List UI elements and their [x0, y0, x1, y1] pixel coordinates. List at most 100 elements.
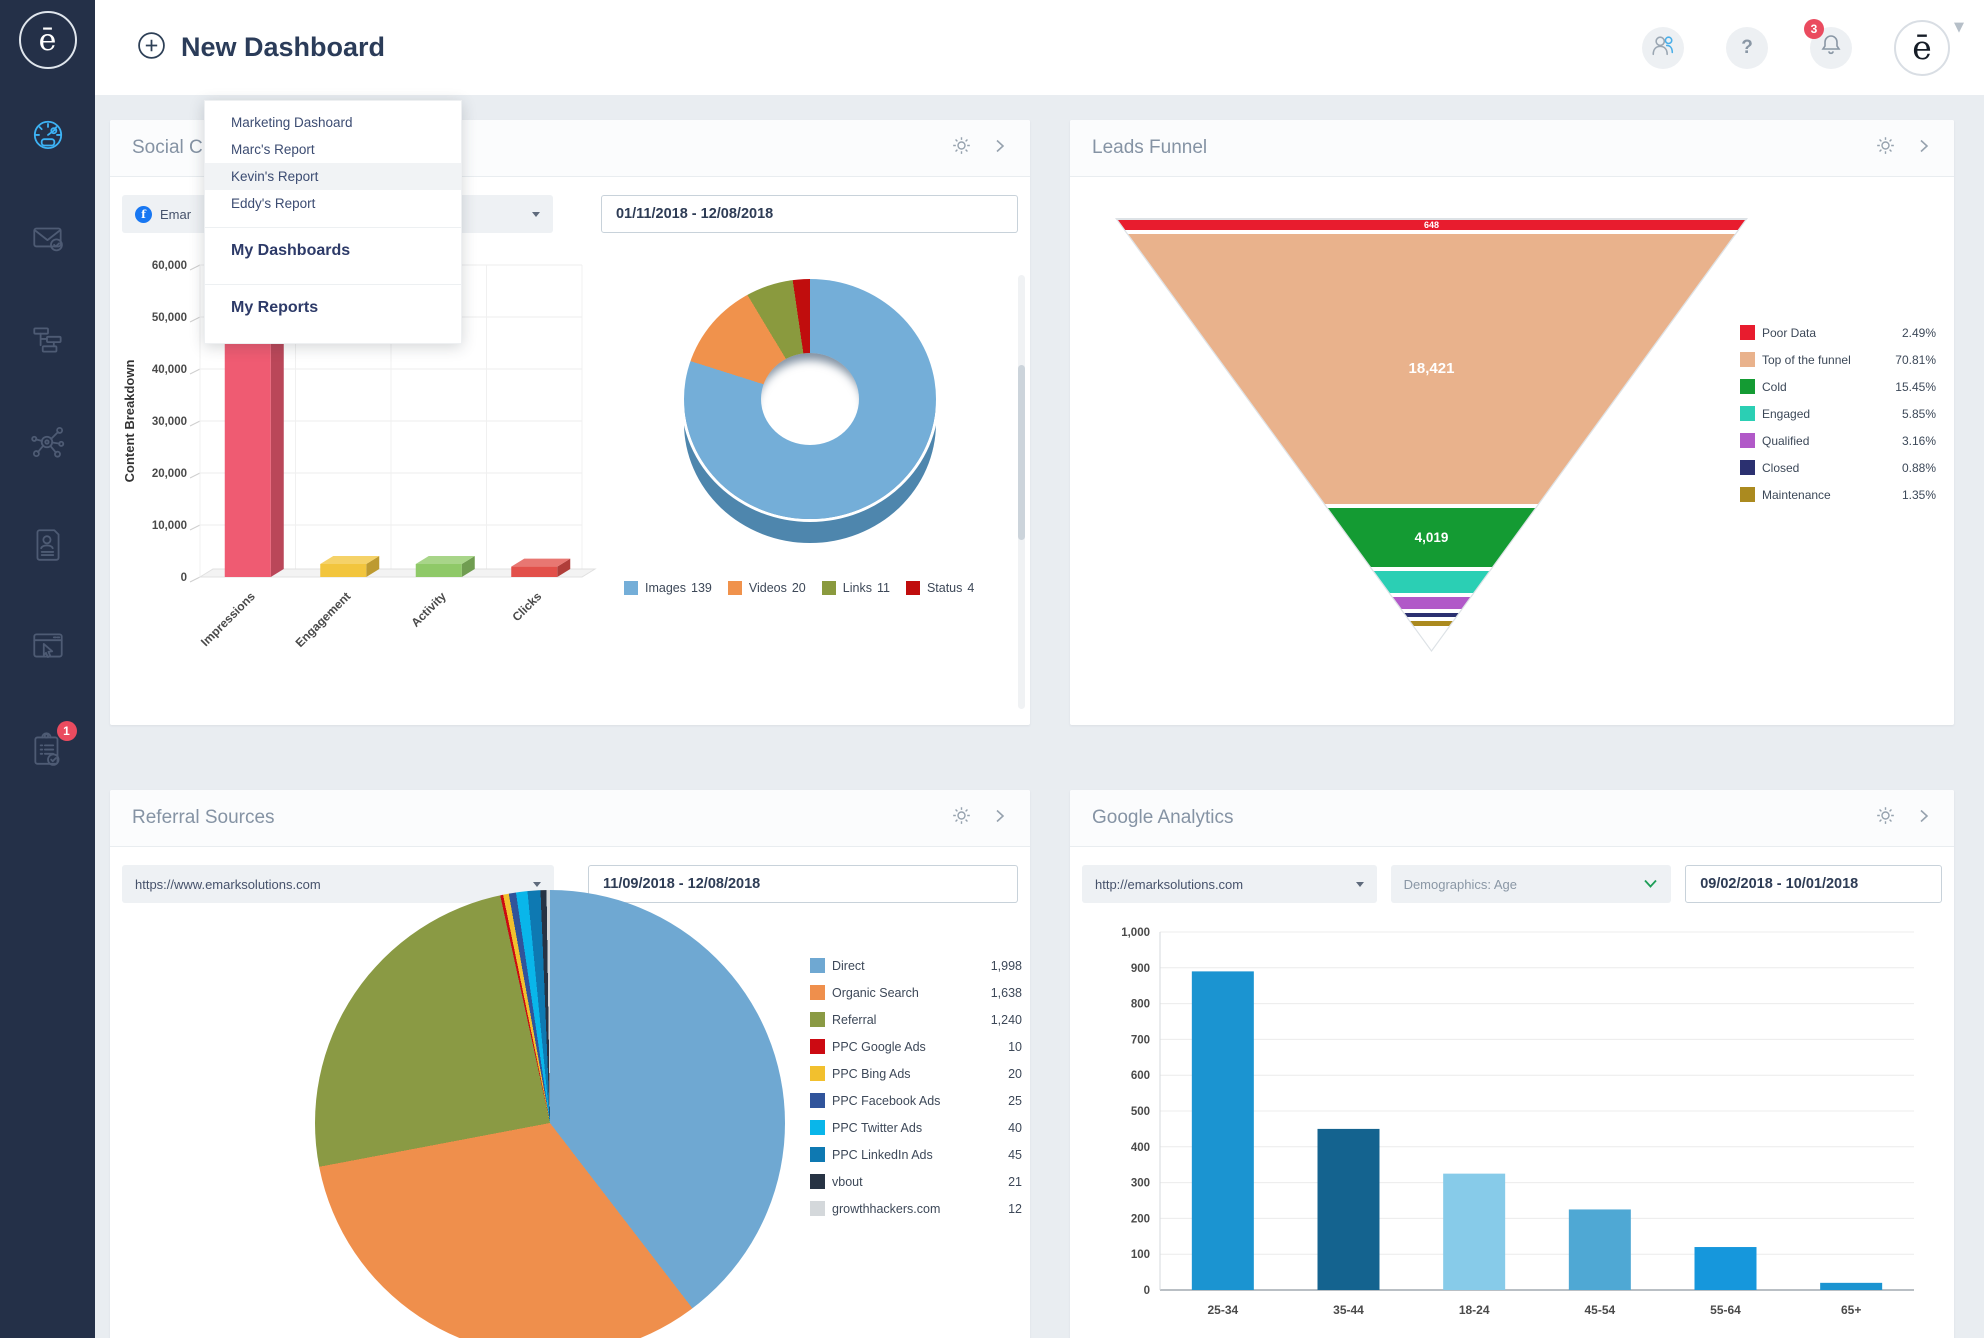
expand-icon[interactable] — [992, 138, 1008, 159]
svg-text:200: 200 — [1131, 1213, 1150, 1225]
legend-label: PPC Google Ads — [832, 1039, 926, 1054]
svg-text:900: 900 — [1131, 963, 1150, 975]
social-date-range[interactable]: 01/11/2018 - 12/08/2018 — [600, 195, 1018, 233]
sidebar-item-pages[interactable] — [27, 627, 69, 669]
legend-percent: 2.49% — [1901, 325, 1936, 340]
ga-date-range[interactable]: 09/02/2018 - 10/01/2018 — [1685, 865, 1942, 903]
panel-leads-funnel: Leads Funnel 648 18,421 4,019 Poor Data 2.… — [1070, 120, 1954, 725]
scrollbar-thumb[interactable] — [1018, 365, 1025, 540]
legend-swatch — [1740, 325, 1755, 340]
funnel-segment: 4,019 — [1118, 507, 1745, 567]
referral-date-range[interactable]: 11/09/2018 - 12/08/2018 — [588, 865, 1018, 903]
svg-text:40,000: 40,000 — [152, 364, 187, 376]
referral-pie-chart — [315, 890, 785, 1338]
legend-swatch — [810, 1174, 825, 1189]
menu-item[interactable]: Eddy's Report — [231, 196, 316, 211]
ga-site-value: http://emarksolutions.com — [1095, 876, 1244, 892]
legend-label: PPC Bing Ads — [832, 1066, 911, 1081]
plus-circle-icon[interactable] — [137, 31, 166, 65]
panel-google-analytics: Google Analytics http://emarksolutions.c… — [1070, 790, 1954, 1338]
panel-referral-title: Referral Sources — [132, 807, 275, 828]
funnel-segments: 648 18,421 4,019 — [1118, 220, 1745, 650]
legend-item: PPC Twitter Ads 40 — [810, 1120, 1022, 1135]
sidebar-nav: 1 — [27, 117, 77, 771]
legend-swatch — [810, 1039, 825, 1054]
legend-item: PPC Bing Ads 20 — [810, 1066, 1022, 1081]
legend-item: Images 139 — [624, 581, 712, 595]
users-button[interactable] — [1642, 26, 1684, 69]
chevron-down-icon[interactable]: ▼ — [1954, 19, 1964, 35]
settings-icon[interactable] — [1875, 805, 1896, 831]
workflow-icon — [29, 321, 67, 364]
legend-value: 10 — [1008, 1039, 1022, 1054]
legend-value: 21 — [1008, 1174, 1022, 1189]
social-donut-chart — [684, 279, 936, 543]
legend-percent: 5.85% — [1901, 406, 1936, 421]
legend-item: Videos 20 — [727, 581, 806, 595]
settings-icon[interactable] — [1875, 135, 1896, 161]
menu-item[interactable]: Kevin's Report — [205, 163, 461, 190]
email-check-icon — [29, 219, 67, 262]
legend-label: Direct — [832, 958, 865, 973]
ga-dimension-select[interactable]: Demographics: Age — [1390, 865, 1672, 903]
legend-item: Referral 1,240 — [810, 1012, 1022, 1027]
legend-item: Direct 1,998 — [810, 958, 1022, 973]
settings-icon[interactable] — [951, 135, 972, 161]
legend-label: growthhackers.com — [832, 1201, 941, 1216]
legend-item: Top of the funnel 70.81% — [1740, 352, 1936, 367]
sidebar-item-email[interactable] — [27, 219, 69, 261]
svg-text:800: 800 — [1131, 999, 1150, 1011]
avatar[interactable]: ē ▼ — [1894, 19, 1964, 76]
legend-label: PPC Twitter Ads — [832, 1120, 923, 1135]
contact-card-icon — [29, 525, 67, 568]
sidebar-item-dashboard[interactable] — [27, 117, 69, 159]
caret-down-icon — [531, 211, 540, 221]
donut-legend: Images 139 Videos 20 Links — [624, 581, 996, 595]
sidebar-item-automation[interactable] — [27, 321, 69, 363]
funnel-segment — [1118, 613, 1745, 617]
menu-section[interactable]: My Reports — [205, 284, 461, 331]
svg-text:300: 300 — [1131, 1178, 1150, 1190]
menu-item[interactable]: Marketing Dashoard — [231, 115, 353, 130]
sidebar-item-tasks[interactable]: 1 — [27, 721, 77, 771]
sidebar-item-social[interactable] — [27, 423, 69, 465]
referral-site-select[interactable]: https://www.emarksolutions.com — [122, 865, 554, 903]
dashboard-gauge-icon — [29, 117, 67, 160]
settings-icon[interactable] — [951, 805, 972, 831]
menu-item[interactable]: Marc's Report — [231, 142, 315, 157]
expand-icon[interactable] — [1916, 808, 1932, 829]
legend-swatch — [1740, 433, 1755, 448]
legend-swatch — [1740, 406, 1755, 421]
funnel-segment — [1118, 597, 1745, 610]
legend-item: Poor Data 2.49% — [1740, 325, 1936, 340]
legend-percent: 70.81% — [1895, 352, 1936, 367]
help-button[interactable]: ? — [1726, 26, 1768, 69]
legend-label: Videos — [748, 581, 787, 595]
referral-date-value: 11/09/2018 - 12/08/2018 — [603, 876, 761, 892]
content-breakdown-chart: 0 10,000 20,000 30,000 40,000 50,000 60,000 Con… — [122, 260, 597, 650]
legend-value: 40 — [1008, 1120, 1022, 1135]
svg-text:60,000: 60,000 — [152, 260, 187, 272]
ga-date-value: 09/02/2018 - 10/01/2018 — [1700, 876, 1859, 892]
expand-icon[interactable] — [1916, 138, 1932, 159]
legend-value: 12 — [1008, 1201, 1022, 1216]
page-title: New Dashboard — [181, 32, 386, 62]
brand-logo[interactable]: ē — [18, 11, 77, 69]
legend-item: PPC Google Ads 10 — [810, 1039, 1022, 1054]
sidebar-item-contacts[interactable] — [27, 525, 69, 567]
chevron-down-icon — [1643, 877, 1658, 892]
svg-text:400: 400 — [1131, 1142, 1150, 1154]
legend-swatch — [810, 1066, 825, 1081]
legend-label: Referral — [832, 1012, 877, 1027]
legend-value: 11 — [876, 581, 890, 595]
ga-site-select[interactable]: http://emarksolutions.com — [1082, 865, 1377, 903]
legend-label: Links — [842, 581, 872, 595]
menu-section[interactable]: My Dashboards — [205, 227, 461, 274]
legend-label: vbout — [832, 1174, 863, 1189]
bell-icon — [1819, 33, 1843, 62]
legend-label: Status — [926, 581, 963, 595]
expand-icon[interactable] — [992, 808, 1008, 829]
notifications-button[interactable]: 3 — [1804, 18, 1852, 69]
svg-text:Impressions: Impressions — [198, 589, 258, 649]
legend-item: Engaged 5.85% — [1740, 406, 1936, 421]
